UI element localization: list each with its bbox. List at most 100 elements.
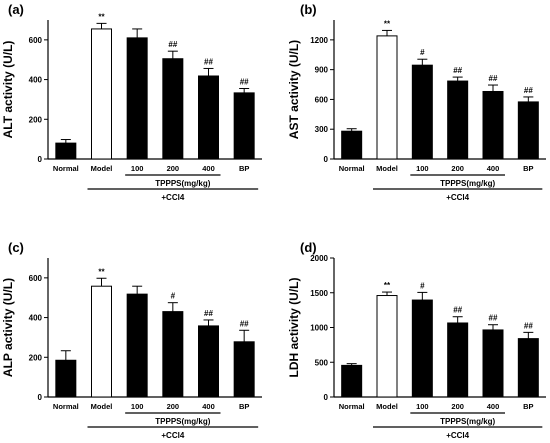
x-tick-label: 400: [487, 164, 500, 173]
significance-marker: ##: [524, 321, 533, 330]
x-tick-label: 200: [451, 402, 464, 411]
bar: [91, 28, 112, 160]
significance-marker: **: [384, 19, 391, 28]
x-tick-label: 200: [451, 164, 464, 173]
treatment-label: +CCl4: [446, 193, 469, 202]
significance-marker: **: [98, 267, 105, 276]
significance-marker: #: [420, 48, 425, 57]
y-tick-label: 600: [29, 274, 43, 283]
significance-marker: #: [420, 281, 425, 290]
bar: [233, 92, 255, 160]
x-tick-label: BP: [239, 164, 249, 173]
panel-label: (d): [300, 240, 317, 255]
bar: [55, 142, 77, 160]
significance-marker: ##: [240, 319, 249, 328]
significance-marker: **: [384, 281, 391, 290]
y-tick-label: 300: [315, 125, 329, 134]
group-label: TPPPS(mg/kg): [155, 179, 210, 188]
bar: [482, 90, 504, 160]
y-tick-label: 0: [324, 155, 329, 164]
significance-marker: ##: [204, 57, 213, 66]
bar: [447, 80, 469, 160]
x-tick-label: 100: [416, 164, 429, 173]
significance-marker: **: [98, 12, 105, 21]
x-tick-label: 100: [131, 164, 144, 173]
x-tick-label: BP: [239, 402, 249, 411]
y-tick-label: 400: [29, 76, 43, 85]
group-label: TPPPS(mg/kg): [440, 179, 495, 188]
x-tick-label: Normal: [53, 402, 79, 411]
significance-marker: ##: [489, 74, 498, 83]
y-tick-label: 2000: [310, 254, 328, 263]
group-label: TPPPS(mg/kg): [440, 417, 495, 426]
x-tick-label: 400: [202, 164, 215, 173]
x-tick-label: Model: [376, 164, 398, 173]
y-tick-label: 500: [315, 358, 329, 367]
significance-marker: ##: [489, 314, 498, 323]
panel-label: (c): [8, 240, 24, 255]
significance-marker: ##: [524, 86, 533, 95]
bar: [482, 329, 504, 398]
bar: [233, 341, 255, 398]
y-tick-label: 0: [38, 393, 43, 402]
bar: [411, 64, 433, 160]
y-tick-label: 600: [315, 95, 329, 104]
x-tick-label: 100: [131, 402, 144, 411]
x-tick-label: Model: [91, 164, 113, 173]
treatment-label: +CCl4: [161, 193, 184, 202]
bar: [411, 299, 433, 398]
bar: [198, 325, 219, 398]
significance-marker: ##: [453, 306, 462, 315]
significance-marker: ##: [453, 66, 462, 75]
x-tick-label: BP: [523, 164, 533, 173]
bar: [517, 101, 539, 160]
treatment-label: +CCl4: [161, 431, 184, 440]
x-tick-label: 400: [202, 402, 215, 411]
y-tick-label: 400: [29, 314, 43, 323]
panel-label: (a): [8, 2, 24, 17]
x-tick-label: Normal: [339, 164, 365, 173]
y-tick-label: 200: [29, 353, 43, 362]
bar: [376, 295, 398, 398]
y-axis-title: LDH activity (U/L): [287, 277, 301, 377]
significance-marker: #: [171, 292, 176, 301]
bar: [55, 359, 77, 398]
treatment-label: +CCl4: [446, 431, 469, 440]
y-axis-title: ALT activity (U/L): [1, 41, 15, 139]
bar: [162, 311, 184, 398]
significance-marker: ##: [168, 40, 177, 49]
group-label: TPPPS(mg/kg): [155, 417, 210, 426]
bar: [517, 338, 539, 398]
bar: [341, 364, 363, 398]
x-tick-label: 200: [167, 164, 180, 173]
x-tick-label: 400: [487, 402, 500, 411]
y-tick-label: 200: [29, 115, 43, 124]
x-tick-label: 100: [416, 402, 429, 411]
y-tick-label: 0: [324, 393, 329, 402]
x-tick-label: Model: [376, 402, 398, 411]
bar: [126, 37, 148, 160]
significance-marker: ##: [204, 309, 213, 318]
y-tick-label: 0: [38, 155, 43, 164]
panel-label: (b): [300, 2, 317, 17]
significance-marker: ##: [240, 78, 249, 87]
x-tick-label: Normal: [339, 402, 365, 411]
x-tick-label: BP: [523, 402, 533, 411]
bar: [162, 58, 184, 160]
y-axis-title: AST activity (U/L): [287, 40, 301, 139]
y-tick-label: 1000: [310, 324, 328, 333]
bar: [91, 285, 112, 398]
y-tick-label: 1200: [310, 36, 328, 45]
y-tick-label: 900: [315, 66, 329, 75]
y-axis-title: ALP activity (U/L): [1, 278, 15, 377]
x-tick-label: Normal: [53, 164, 79, 173]
x-tick-label: Model: [91, 402, 113, 411]
y-tick-label: 600: [29, 36, 43, 45]
bar: [126, 293, 148, 398]
y-tick-label: 1500: [310, 289, 328, 298]
bar: [376, 35, 398, 160]
x-tick-label: 200: [167, 402, 180, 411]
bar: [447, 322, 469, 398]
bar: [341, 130, 363, 160]
